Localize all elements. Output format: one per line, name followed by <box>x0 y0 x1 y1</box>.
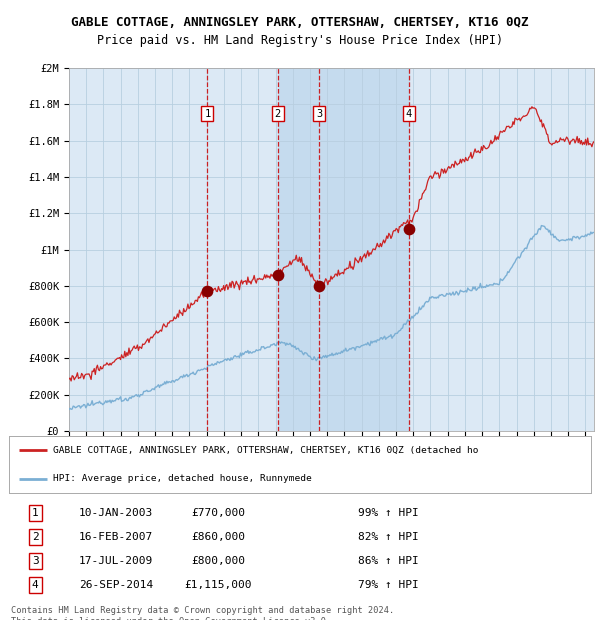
Text: 3: 3 <box>316 108 322 118</box>
Text: £800,000: £800,000 <box>191 556 245 566</box>
Text: 3: 3 <box>32 556 38 566</box>
Text: 16-FEB-2007: 16-FEB-2007 <box>79 532 153 542</box>
Text: 1: 1 <box>32 508 38 518</box>
Text: Contains HM Land Registry data © Crown copyright and database right 2024.
This d: Contains HM Land Registry data © Crown c… <box>11 606 394 620</box>
Text: 99% ↑ HPI: 99% ↑ HPI <box>358 508 419 518</box>
Point <box>273 270 283 280</box>
Text: 17-JUL-2009: 17-JUL-2009 <box>79 556 153 566</box>
Text: £1,115,000: £1,115,000 <box>185 580 252 590</box>
Text: 82% ↑ HPI: 82% ↑ HPI <box>358 532 419 542</box>
Text: 26-SEP-2014: 26-SEP-2014 <box>79 580 153 590</box>
Point <box>314 281 324 291</box>
Text: 4: 4 <box>32 580 38 590</box>
Text: 79% ↑ HPI: 79% ↑ HPI <box>358 580 419 590</box>
Text: 1: 1 <box>204 108 211 118</box>
Text: £860,000: £860,000 <box>191 532 245 542</box>
Text: 86% ↑ HPI: 86% ↑ HPI <box>358 556 419 566</box>
Text: GABLE COTTAGE, ANNINGSLEY PARK, OTTERSHAW, CHERTSEY, KT16 0QZ: GABLE COTTAGE, ANNINGSLEY PARK, OTTERSHA… <box>71 16 529 29</box>
Text: 4: 4 <box>406 108 412 118</box>
Point <box>203 286 212 296</box>
Text: 2: 2 <box>274 108 281 118</box>
Text: £770,000: £770,000 <box>191 508 245 518</box>
Text: 2: 2 <box>32 532 38 542</box>
Text: HPI: Average price, detached house, Runnymede: HPI: Average price, detached house, Runn… <box>53 474 311 483</box>
Bar <box>278 68 319 431</box>
Point <box>404 224 413 234</box>
Bar <box>319 68 409 431</box>
Text: GABLE COTTAGE, ANNINGSLEY PARK, OTTERSHAW, CHERTSEY, KT16 0QZ (detached ho: GABLE COTTAGE, ANNINGSLEY PARK, OTTERSHA… <box>53 446 478 454</box>
Text: Price paid vs. HM Land Registry's House Price Index (HPI): Price paid vs. HM Land Registry's House … <box>97 34 503 47</box>
Text: 10-JAN-2003: 10-JAN-2003 <box>79 508 153 518</box>
